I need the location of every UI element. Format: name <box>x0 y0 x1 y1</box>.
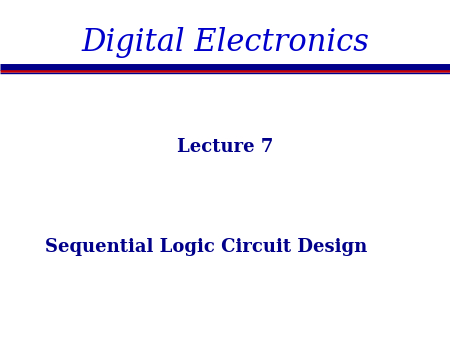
Text: Sequential Logic Circuit Design: Sequential Logic Circuit Design <box>45 238 367 256</box>
Text: Lecture 7: Lecture 7 <box>177 138 273 156</box>
Text: Digital Electronics: Digital Electronics <box>81 27 369 58</box>
